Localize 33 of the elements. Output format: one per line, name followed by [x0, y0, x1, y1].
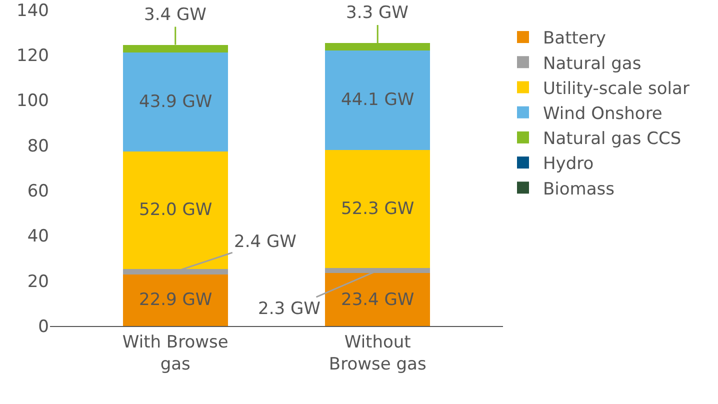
legend-label: Natural gas CCS — [543, 129, 682, 150]
data-label: 23.4 GW — [341, 290, 414, 310]
legend-label: Utility-scale solar — [543, 78, 690, 99]
bar — [325, 50, 430, 150]
legend-label: Hydro — [543, 154, 594, 174]
x-tick-label: Without Browse gas — [328, 332, 426, 374]
bar — [122, 274, 228, 326]
y-tick-label: 40 — [27, 226, 49, 247]
data-label: 43.9 GW — [139, 92, 212, 112]
legend-label: Wind Onshore — [543, 104, 662, 124]
data-label: 3.4 GW — [144, 5, 207, 25]
y-tick-label: 20 — [27, 272, 49, 292]
data-label: 44.1 GW — [341, 90, 414, 110]
y-tick-label: 80 — [27, 136, 49, 156]
bar — [325, 150, 430, 268]
legend-label: Battery — [543, 28, 606, 49]
y-tick-label: 140 — [16, 0, 49, 21]
data-label: 2.4 GW — [234, 232, 297, 252]
y-tick-label: 60 — [27, 182, 49, 202]
bar — [122, 52, 228, 152]
legend-label: Natural gas — [543, 54, 642, 74]
y-tick-label: 120 — [16, 46, 49, 66]
bar — [122, 152, 228, 269]
data-label: 3.3 GW — [346, 3, 409, 23]
data-label: 2.3 GW — [258, 299, 321, 319]
y-tick-label: 100 — [16, 91, 49, 112]
data-label: 52.0 GW — [139, 200, 212, 220]
bar — [325, 273, 430, 326]
y-tick-label: 0 — [38, 316, 49, 337]
legend-label: Biomass — [543, 179, 615, 200]
data-label: 22.9 GW — [139, 290, 212, 310]
data-label: 52.3 GW — [341, 199, 414, 219]
x-tick-label: With Browse gas — [122, 332, 228, 374]
